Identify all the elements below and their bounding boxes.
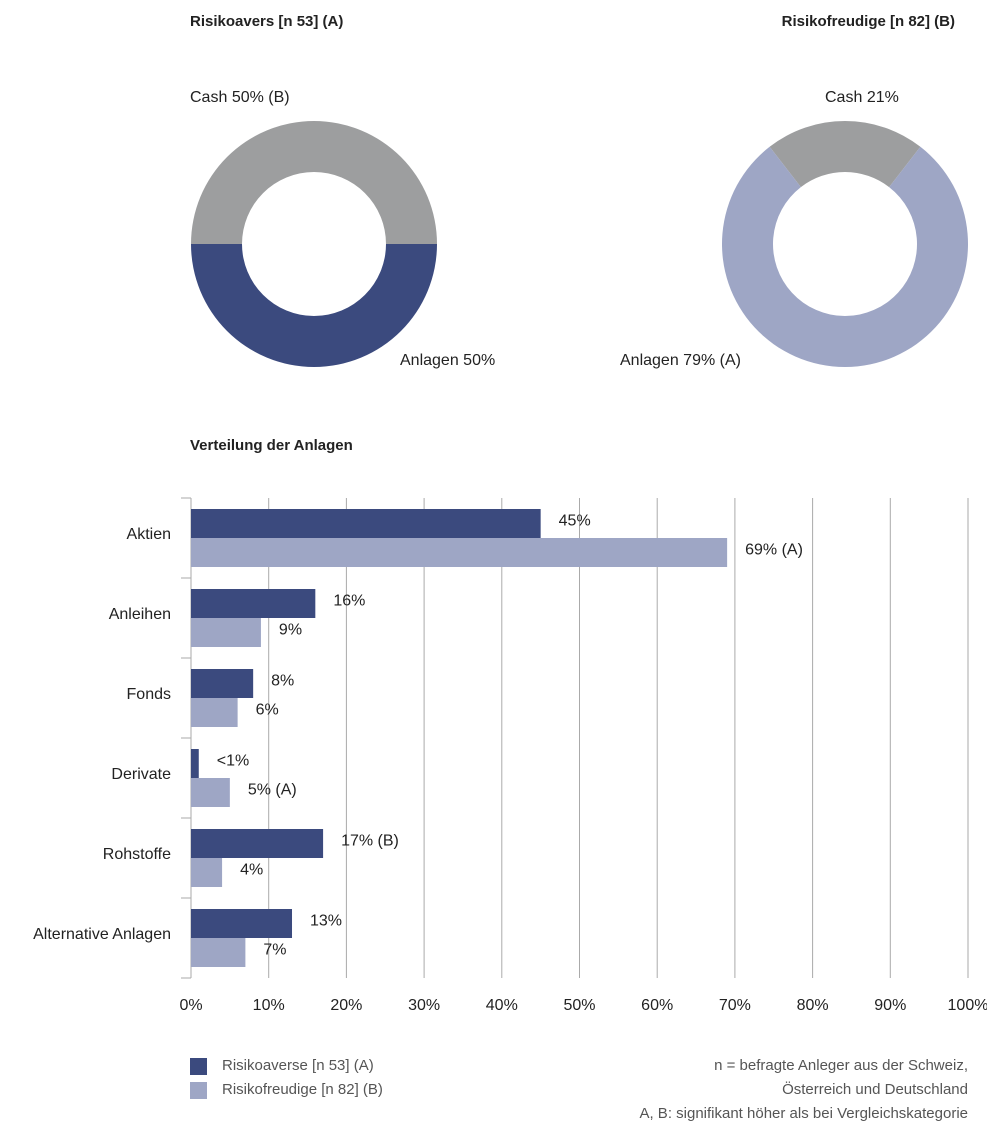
y-tick-label: Anleihen xyxy=(109,606,171,623)
bar-value-label: 69% (A) xyxy=(745,542,803,559)
legend-label: Risikoaverse [n 53] (A) xyxy=(222,1057,374,1074)
bar xyxy=(191,909,293,938)
x-tick-label: 30% xyxy=(408,997,440,1014)
x-tick-label: 10% xyxy=(253,997,285,1014)
y-tick-label: Rohstoffe xyxy=(103,846,171,863)
bar-value-label: 6% xyxy=(256,702,279,719)
y-tick-label: Aktien xyxy=(127,526,171,543)
slice-value: 50% xyxy=(463,352,495,369)
bar xyxy=(191,778,230,807)
chart-title: Risikoavers [n 53] (A) xyxy=(190,13,343,30)
bar-value-label: 9% xyxy=(279,622,302,639)
bar xyxy=(191,858,223,887)
donut-slice xyxy=(722,146,969,367)
donut-slice xyxy=(769,120,921,188)
bar-value-label: 4% xyxy=(240,862,263,879)
slice-category: Cash xyxy=(825,89,862,106)
x-tick-label: 20% xyxy=(330,997,362,1014)
legend-label: Risikofreudige [n 82] (B) xyxy=(222,1081,383,1098)
y-tick-label: Alternative Anlagen xyxy=(33,926,171,943)
bar-value-label: 16% xyxy=(333,593,365,610)
x-tick-label: 80% xyxy=(797,997,829,1014)
bar-value-label: <1% xyxy=(217,753,249,770)
x-tick-label: 90% xyxy=(874,997,906,1014)
donut-slice xyxy=(191,244,437,367)
bar xyxy=(191,509,541,538)
slice-value: 21% xyxy=(867,89,899,106)
bar xyxy=(191,829,324,858)
bar-value-label: 5% (A) xyxy=(248,782,297,799)
bar-value-label: 13% xyxy=(310,913,342,930)
y-tick-label: Fonds xyxy=(127,686,171,703)
slice-category: Anlagen xyxy=(620,352,679,369)
x-tick-label: 100% xyxy=(948,997,987,1014)
bar-value-label: 45% xyxy=(559,513,591,530)
bar-value-label: 8% xyxy=(271,673,294,690)
note: Österreich und Deutschland xyxy=(782,1080,968,1098)
x-tick-label: 0% xyxy=(179,997,202,1014)
bar-value-label: 17% (B) xyxy=(341,833,399,850)
chart-title: Risikofreudige [n 82] (B) xyxy=(782,13,955,30)
y-tick-label: Derivate xyxy=(111,766,171,783)
x-tick-label: 70% xyxy=(719,997,751,1014)
bar xyxy=(191,589,316,618)
slice-value: 50% (B) xyxy=(232,89,290,106)
slice-label: Cash 21% xyxy=(825,89,899,106)
x-tick-label: 60% xyxy=(641,997,673,1014)
bar xyxy=(191,698,238,727)
slice-category: Cash xyxy=(190,89,227,106)
bar-value-label: 7% xyxy=(263,942,286,959)
slice-label: Anlagen 50% xyxy=(400,352,495,369)
bar xyxy=(191,749,199,778)
bar xyxy=(191,669,254,698)
legend-swatch xyxy=(190,1082,207,1099)
chart-title: Verteilung der Anlagen xyxy=(190,437,353,454)
bar xyxy=(191,538,728,567)
note: A, B: signifikant höher als bei Vergleic… xyxy=(639,1105,968,1122)
legend-swatch xyxy=(190,1058,207,1075)
x-tick-label: 40% xyxy=(486,997,518,1014)
x-tick-label: 50% xyxy=(563,997,595,1014)
bar xyxy=(191,618,261,647)
slice-category: Anlagen xyxy=(400,352,459,369)
donut-slice xyxy=(191,121,437,244)
slice-label: Anlagen 79% (A) xyxy=(620,352,741,369)
note: n = befragte Anleger aus der Schweiz, xyxy=(714,1057,968,1074)
slice-label: Cash 50% (B) xyxy=(190,89,290,106)
bar xyxy=(191,938,246,967)
slice-value: 79% (A) xyxy=(683,352,741,369)
